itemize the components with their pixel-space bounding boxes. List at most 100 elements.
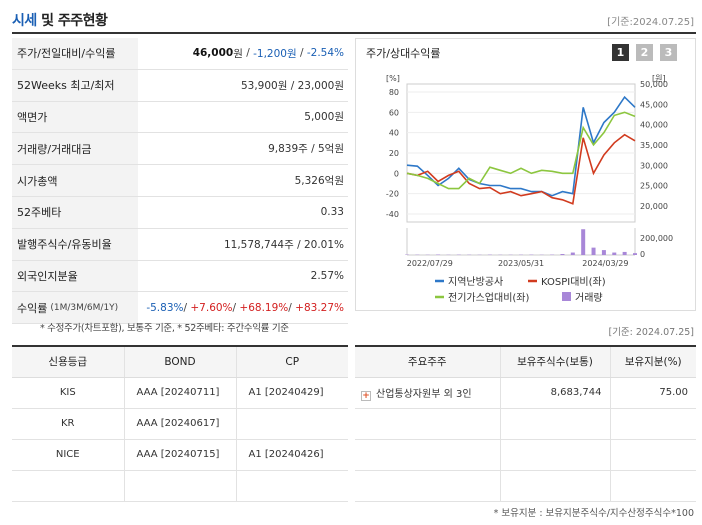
return-1m: -5.83% xyxy=(146,301,184,314)
legend-label: 거래량 xyxy=(575,292,603,304)
chart-page-2-button[interactable]: 2 xyxy=(636,44,653,61)
chart-page-3-button[interactable]: 3 xyxy=(660,44,677,61)
footnote-basis: * 수정주가(차트포함), 보통주 기준, * 52주베타: 주간수익률 기준 xyxy=(40,323,289,334)
right-tick-label: 45,000 xyxy=(640,100,668,109)
row-shares-label: 발행주식수/유동비율 xyxy=(12,228,138,260)
credit-header-cp: CP xyxy=(235,345,348,378)
x-tick-label: 2024/03/29 xyxy=(582,259,628,268)
current-price: 46,000 xyxy=(192,47,234,60)
holder-pct: 75.00 xyxy=(609,377,696,409)
right-tick-label: 20,000 xyxy=(640,202,668,211)
volume-bar xyxy=(633,253,637,255)
chart-panel xyxy=(355,38,696,311)
footnote-holding: * 보유지분 : 보유지분주식수/지수산정주식수*100 xyxy=(493,508,694,519)
row-beta: 52주베타 0.33 xyxy=(12,196,348,229)
row-52w-label: 52Weeks 최고/최저 xyxy=(12,69,138,101)
table-row xyxy=(355,470,696,502)
volume-bar xyxy=(601,250,606,255)
credit-cp: A1 [20240426] xyxy=(235,439,348,471)
row-return-label: 수익률 (1M/3M/6M/1Y) xyxy=(12,292,138,324)
credit-header-row: 신용등급 BOND CP xyxy=(12,345,348,378)
series-line-3 xyxy=(406,111,636,190)
credit-bond: AAA [20240715] xyxy=(123,439,236,471)
credit-rating-table: 신용등급 BOND CP KIS AAA [20240711] A1 [2024… xyxy=(12,345,348,502)
row-mcap-value: 5,326억원 xyxy=(294,175,344,188)
holder-name: 산업통상자원부 외 3인 xyxy=(376,388,472,400)
table-row: KR AAA [20240617] xyxy=(12,408,348,440)
credit-cp: A1 [20240429] xyxy=(235,377,348,409)
chart-page-1-button[interactable]: 1 xyxy=(612,44,629,61)
volume-tick-label: 0 xyxy=(640,250,645,259)
right-tick-label: 35,000 xyxy=(640,141,668,150)
row-price-label: 주가/전일대비/수익률 xyxy=(12,38,138,69)
row-volume: 거래량/거래대금 9,839주 / 5억원 xyxy=(12,133,348,166)
section-title-sub: 및 주주현황 xyxy=(36,13,108,29)
holders-header-name: 주요주주 xyxy=(355,345,500,378)
credit-agency: NICE xyxy=(12,439,124,471)
right-tick-label: 40,000 xyxy=(640,121,668,130)
table-row xyxy=(355,408,696,440)
table-row: NICE AAA [20240715] A1 [20240426] xyxy=(12,439,348,471)
volume-bar xyxy=(612,252,617,255)
row-foreign: 외국인지분율 2.57% xyxy=(12,260,348,293)
return-label: 수익률 xyxy=(17,301,48,315)
credit-bond: AAA [20240617] xyxy=(123,408,236,440)
row-beta-label: 52주베타 xyxy=(12,196,138,228)
legend-label: 전기가스업대비(좌) xyxy=(448,291,530,304)
section-title: 시세 및 주주현황 xyxy=(12,10,108,30)
volume-bar xyxy=(560,254,565,255)
row-volume-value: 9,839주 / 5억원 xyxy=(268,143,344,156)
legend-label: KOSPI대비(좌) xyxy=(541,276,606,288)
row-shares: 발행주식수/유동비율 11,578,744주 / 20.01% xyxy=(12,228,348,261)
return-3m: +7.60% xyxy=(190,301,233,314)
credit-agency xyxy=(12,470,124,502)
volume-bar xyxy=(622,251,627,255)
holders-header-row: 주요주주 보유주식수(보통) 보유지분(%) xyxy=(355,345,696,378)
right-tick-label: 50,000 xyxy=(640,80,668,89)
credit-agency: KIS xyxy=(12,377,124,409)
row-face-label: 액면가 xyxy=(12,101,138,133)
row-foreign-label: 외국인지분율 xyxy=(12,260,138,292)
left-tick-label: 0 xyxy=(394,169,399,178)
volume-tick-label: 200,000 xyxy=(640,234,673,243)
volume-bar xyxy=(581,229,586,255)
row-price: 주가/전일대비/수익률 46,000 원 / -1,200원 / -2.54% xyxy=(12,38,348,70)
holders-header-shares: 보유주식수(보통) xyxy=(499,345,610,378)
legend-label: 지역난방공사 xyxy=(448,276,503,288)
chart-title: 주가/상대수익률 xyxy=(366,47,441,60)
left-tick-label: 40 xyxy=(389,129,399,138)
shareholder-base-date: [기준: 2024.07.25] xyxy=(608,327,694,338)
x-tick-label: 2022/07/29 xyxy=(407,259,453,268)
x-tick-label: 2023/05/31 xyxy=(498,259,544,268)
credit-agency: KR xyxy=(12,408,124,440)
table-row xyxy=(355,439,696,471)
price-change: -1,200원 xyxy=(253,47,297,60)
credit-header-agency: 신용등급 xyxy=(12,345,124,378)
row-beta-value: 0.33 xyxy=(320,206,344,219)
row-return-value: -5.83% / +7.60% / +68.19% / +83.27% xyxy=(146,301,344,314)
left-tick-label: 80 xyxy=(389,88,399,97)
row-face-value: 5,000원 xyxy=(304,111,344,124)
right-tick-label: 25,000 xyxy=(640,182,668,191)
header-divider xyxy=(12,32,696,34)
holder-name-cell[interactable]: + 산업통상자원부 외 3인 xyxy=(355,377,500,409)
return-sub-label: (1M/3M/6M/1Y) xyxy=(50,302,119,313)
table-row xyxy=(12,470,348,502)
series-line-1 xyxy=(406,95,636,197)
row-52w: 52Weeks 최고/최저 53,900원 / 23,000원 xyxy=(12,69,348,102)
price-info-table: 주가/전일대비/수익률 46,000 원 / -1,200원 / -2.54% 5… xyxy=(12,38,348,325)
row-foreign-value: 2.57% xyxy=(310,269,344,282)
row-return: 수익률 (1M/3M/6M/1Y) -5.83% / +7.60% / +68.19%… xyxy=(12,292,348,325)
credit-bond: AAA [20240711] xyxy=(123,377,236,409)
table-row: KIS AAA [20240711] A1 [20240429] xyxy=(12,377,348,409)
row-volume-label: 거래량/거래대금 xyxy=(12,133,138,165)
major-shareholders-table: 주요주주 보유주식수(보통) 보유지분(%) + 산업통상자원부 외 3인 8,6… xyxy=(355,345,696,502)
left-tick-label: -20 xyxy=(386,190,399,199)
expand-plus-icon[interactable]: + xyxy=(361,390,371,401)
return-6m: +68.19% xyxy=(239,301,289,314)
section-title-main: 시세 xyxy=(12,13,37,29)
left-tick-label: 20 xyxy=(389,149,399,158)
left-axis-unit: [%] xyxy=(386,74,400,83)
header-base-date: [기준:2024.07.25] xyxy=(607,17,694,28)
credit-cp xyxy=(235,408,348,440)
